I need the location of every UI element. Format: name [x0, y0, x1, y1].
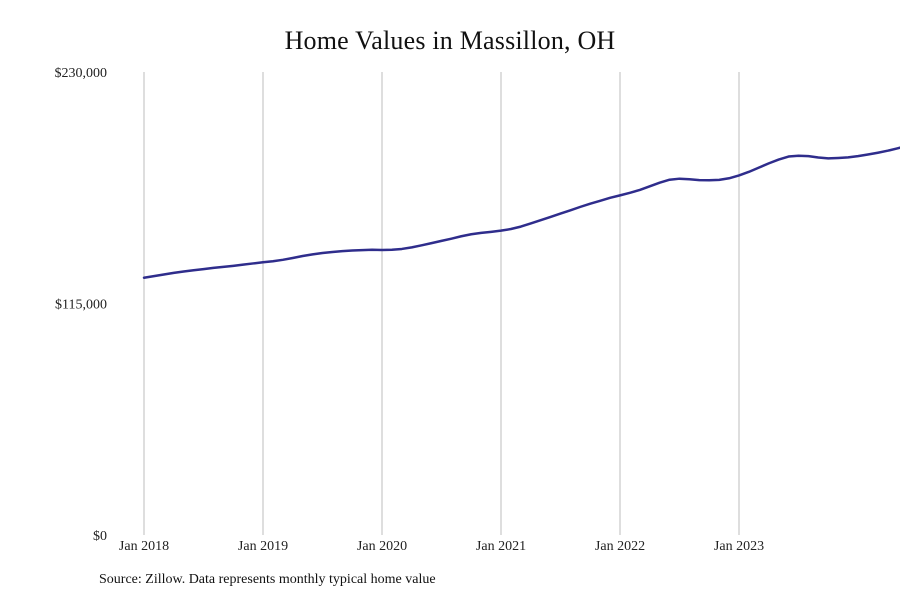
series-group: [142, 146, 900, 279]
source-note: Source: Zillow. Data represents monthly …: [99, 572, 436, 587]
x-tick-label: Jan 2022: [595, 539, 645, 554]
chart-title: Home Values in Massillon, OH: [284, 26, 616, 55]
x-tick-label: Jan 2023: [714, 539, 764, 554]
gridlines: [143, 72, 740, 535]
y-axis-labels: $0 $115,000 $230,000: [55, 66, 108, 544]
x-axis-labels: Jan 2018 Jan 2019 Jan 2020 Jan 2021 Jan 2022…: [119, 539, 764, 554]
series-line: [142, 146, 900, 279]
y-tick-label: $230,000: [55, 66, 108, 81]
x-tick-label: Jan 2020: [357, 539, 407, 554]
x-tick-label: Jan 2018: [119, 539, 169, 554]
x-tick-label: Jan 2019: [238, 539, 288, 554]
y-tick-label: $0: [93, 529, 107, 544]
y-tick-label: $115,000: [55, 298, 107, 313]
x-tick-label: Jan 2021: [476, 539, 526, 554]
